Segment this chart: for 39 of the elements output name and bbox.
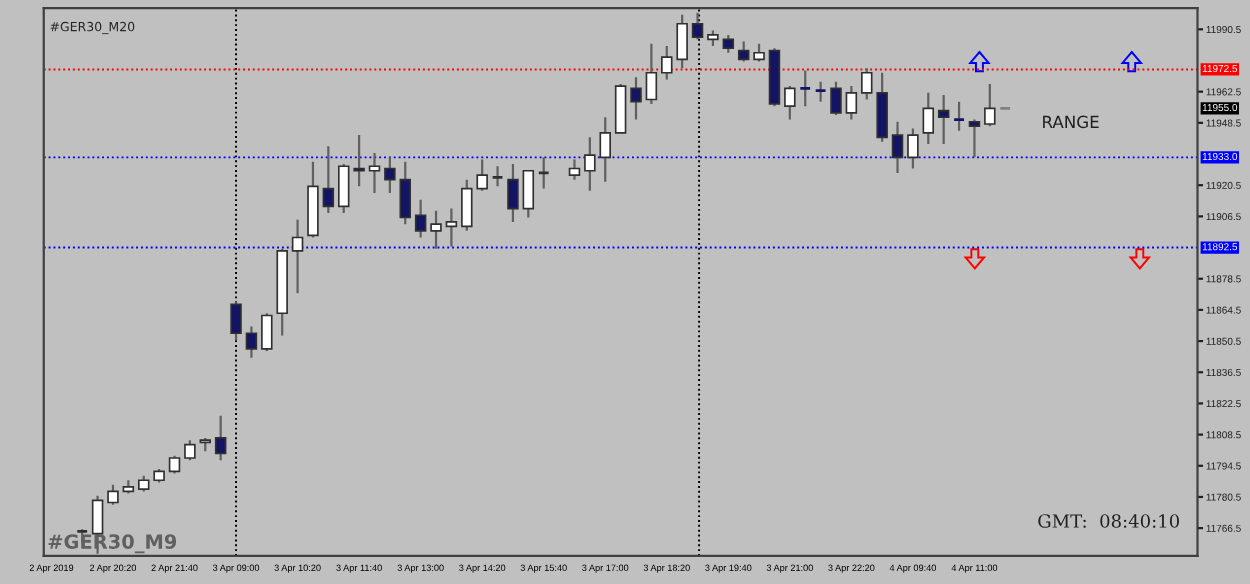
candlestick: [322, 145, 335, 215]
candlestick: [522, 169, 535, 219]
candlestick: [214, 414, 227, 462]
candlestick: [184, 439, 196, 462]
candlestick: [891, 120, 904, 175]
candlestick: [798, 69, 812, 108]
candlestick: [984, 82, 996, 128]
candlestick: [737, 40, 750, 63]
candlestick: [384, 156, 396, 195]
candlestick: [107, 483, 119, 506]
candlestick: [645, 42, 658, 106]
candlestick: [353, 133, 365, 188]
candlestick: [691, 11, 704, 41]
annotation: GMT: 08:40:10: [1038, 514, 1179, 528]
candlestick: [368, 151, 381, 195]
candlestick: [491, 165, 504, 188]
candlestick: [445, 207, 458, 248]
candlestick: [414, 198, 427, 239]
candlestick: [937, 93, 950, 146]
candlestick: [968, 118, 981, 159]
annotation: RANGE: [1043, 115, 1099, 129]
candlestick: [245, 325, 258, 359]
candlestick: [922, 91, 935, 146]
candlestick: [507, 162, 519, 224]
candlestick: [907, 127, 919, 170]
candlestick: [230, 301, 242, 342]
candlestick: [614, 82, 627, 134]
candlestick: [399, 160, 412, 226]
candlestick: [845, 85, 858, 121]
candlestick: [568, 158, 581, 181]
candlestick: [630, 76, 642, 121]
candlestick: [784, 85, 796, 121]
candlestick: [952, 100, 966, 132]
candlestick: [830, 80, 842, 117]
candlestick: [291, 218, 304, 295]
candlestick: [814, 80, 827, 103]
candlestick: [261, 312, 273, 353]
candlestick: [430, 209, 442, 250]
candlestick: [337, 162, 350, 215]
